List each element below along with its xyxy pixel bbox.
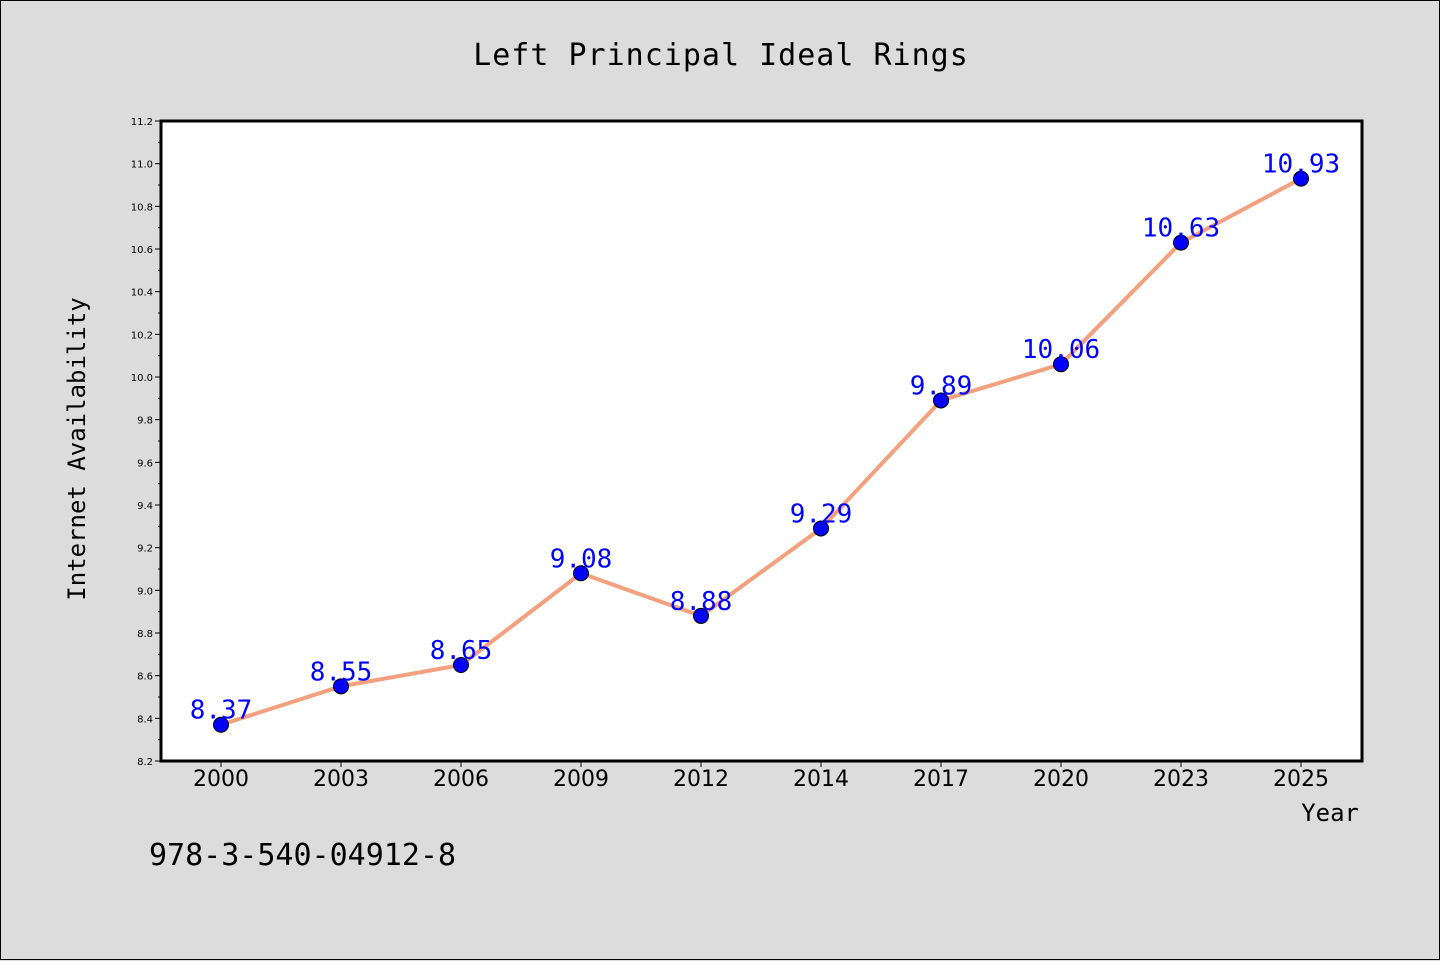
y-tick-label: 10.8 [131, 202, 153, 213]
x-tick-label: 2017 [913, 767, 969, 792]
data-label: 10.93 [1262, 150, 1340, 180]
data-point [933, 392, 949, 409]
data-label: 8.88 [670, 587, 733, 617]
data-point [333, 678, 349, 695]
chart-title: Left Principal Ideal Rings [473, 38, 969, 73]
y-tick-label: 10.6 [131, 245, 153, 256]
y-tick-label: 8.6 [137, 672, 153, 683]
y-tick-label: 9.2 [137, 544, 153, 555]
y-tick-label: 10.0 [131, 373, 153, 384]
data-label: 8.55 [310, 657, 373, 687]
data-point [573, 565, 589, 582]
y-tick-label: 11.0 [131, 160, 153, 171]
x-tick-label: 2000 [193, 767, 249, 792]
y-tick-label: 8.2 [137, 757, 153, 768]
x-axis: 2000 2003 2006 2009 2012 2014 2017 2020 2023 2025 [193, 761, 1329, 792]
y-axis-label: Internet Availability [63, 297, 91, 600]
data-point [1173, 234, 1189, 251]
data-label: 9.29 [790, 499, 853, 529]
data-point [1053, 356, 1069, 373]
data-point [453, 657, 469, 673]
data-label: 9.89 [910, 371, 973, 401]
plot-area [159, 119, 1364, 763]
y-tick-label: 9.4 [137, 501, 153, 512]
y-tick-label: 10.2 [131, 330, 153, 341]
x-tick-label: 2012 [673, 767, 729, 792]
y-tick-label: 9.6 [137, 458, 153, 469]
data-point [813, 520, 829, 537]
data-label: 8.37 [190, 696, 253, 726]
y-tick-label: 11.2 [131, 117, 153, 128]
data-label: 8.65 [430, 636, 493, 666]
y-tick-label: 10.4 [131, 288, 153, 299]
x-tick-label: 2025 [1273, 767, 1329, 792]
data-point [693, 607, 709, 624]
x-tick-label: 2014 [793, 767, 849, 792]
data-point [213, 716, 229, 733]
y-tick-label: 8.4 [137, 714, 153, 725]
data-label: 9.08 [550, 544, 613, 574]
x-tick-label: 2020 [1033, 767, 1089, 792]
data-label: 10.06 [1022, 335, 1100, 365]
y-tick-label: 9.8 [137, 416, 153, 427]
x-tick-label: 2006 [433, 767, 489, 792]
footer-identifier: 978-3-540-04912-8 [149, 838, 456, 873]
y-axis: 8.2 8.4 8.6 8.8 9.0 9.2 9.4 9.6 9.8 10.0 10.2 10.4 1… [131, 117, 161, 768]
series-layer: 8.37 8.55 8.65 9.08 8.88 9.29 9.89 10.06 10.63 10… [190, 150, 1340, 733]
y-tick-label: 9.0 [137, 586, 153, 597]
x-tick-label: 2009 [553, 767, 609, 792]
x-tick-label: 2023 [1153, 767, 1209, 792]
x-tick-label: 2003 [313, 767, 369, 792]
series-line [219, 176, 1303, 727]
data-label: 10.63 [1142, 214, 1220, 244]
data-point [1293, 170, 1309, 187]
y-tick-label: 8.8 [137, 629, 153, 640]
x-axis-label: Year [1301, 799, 1359, 827]
